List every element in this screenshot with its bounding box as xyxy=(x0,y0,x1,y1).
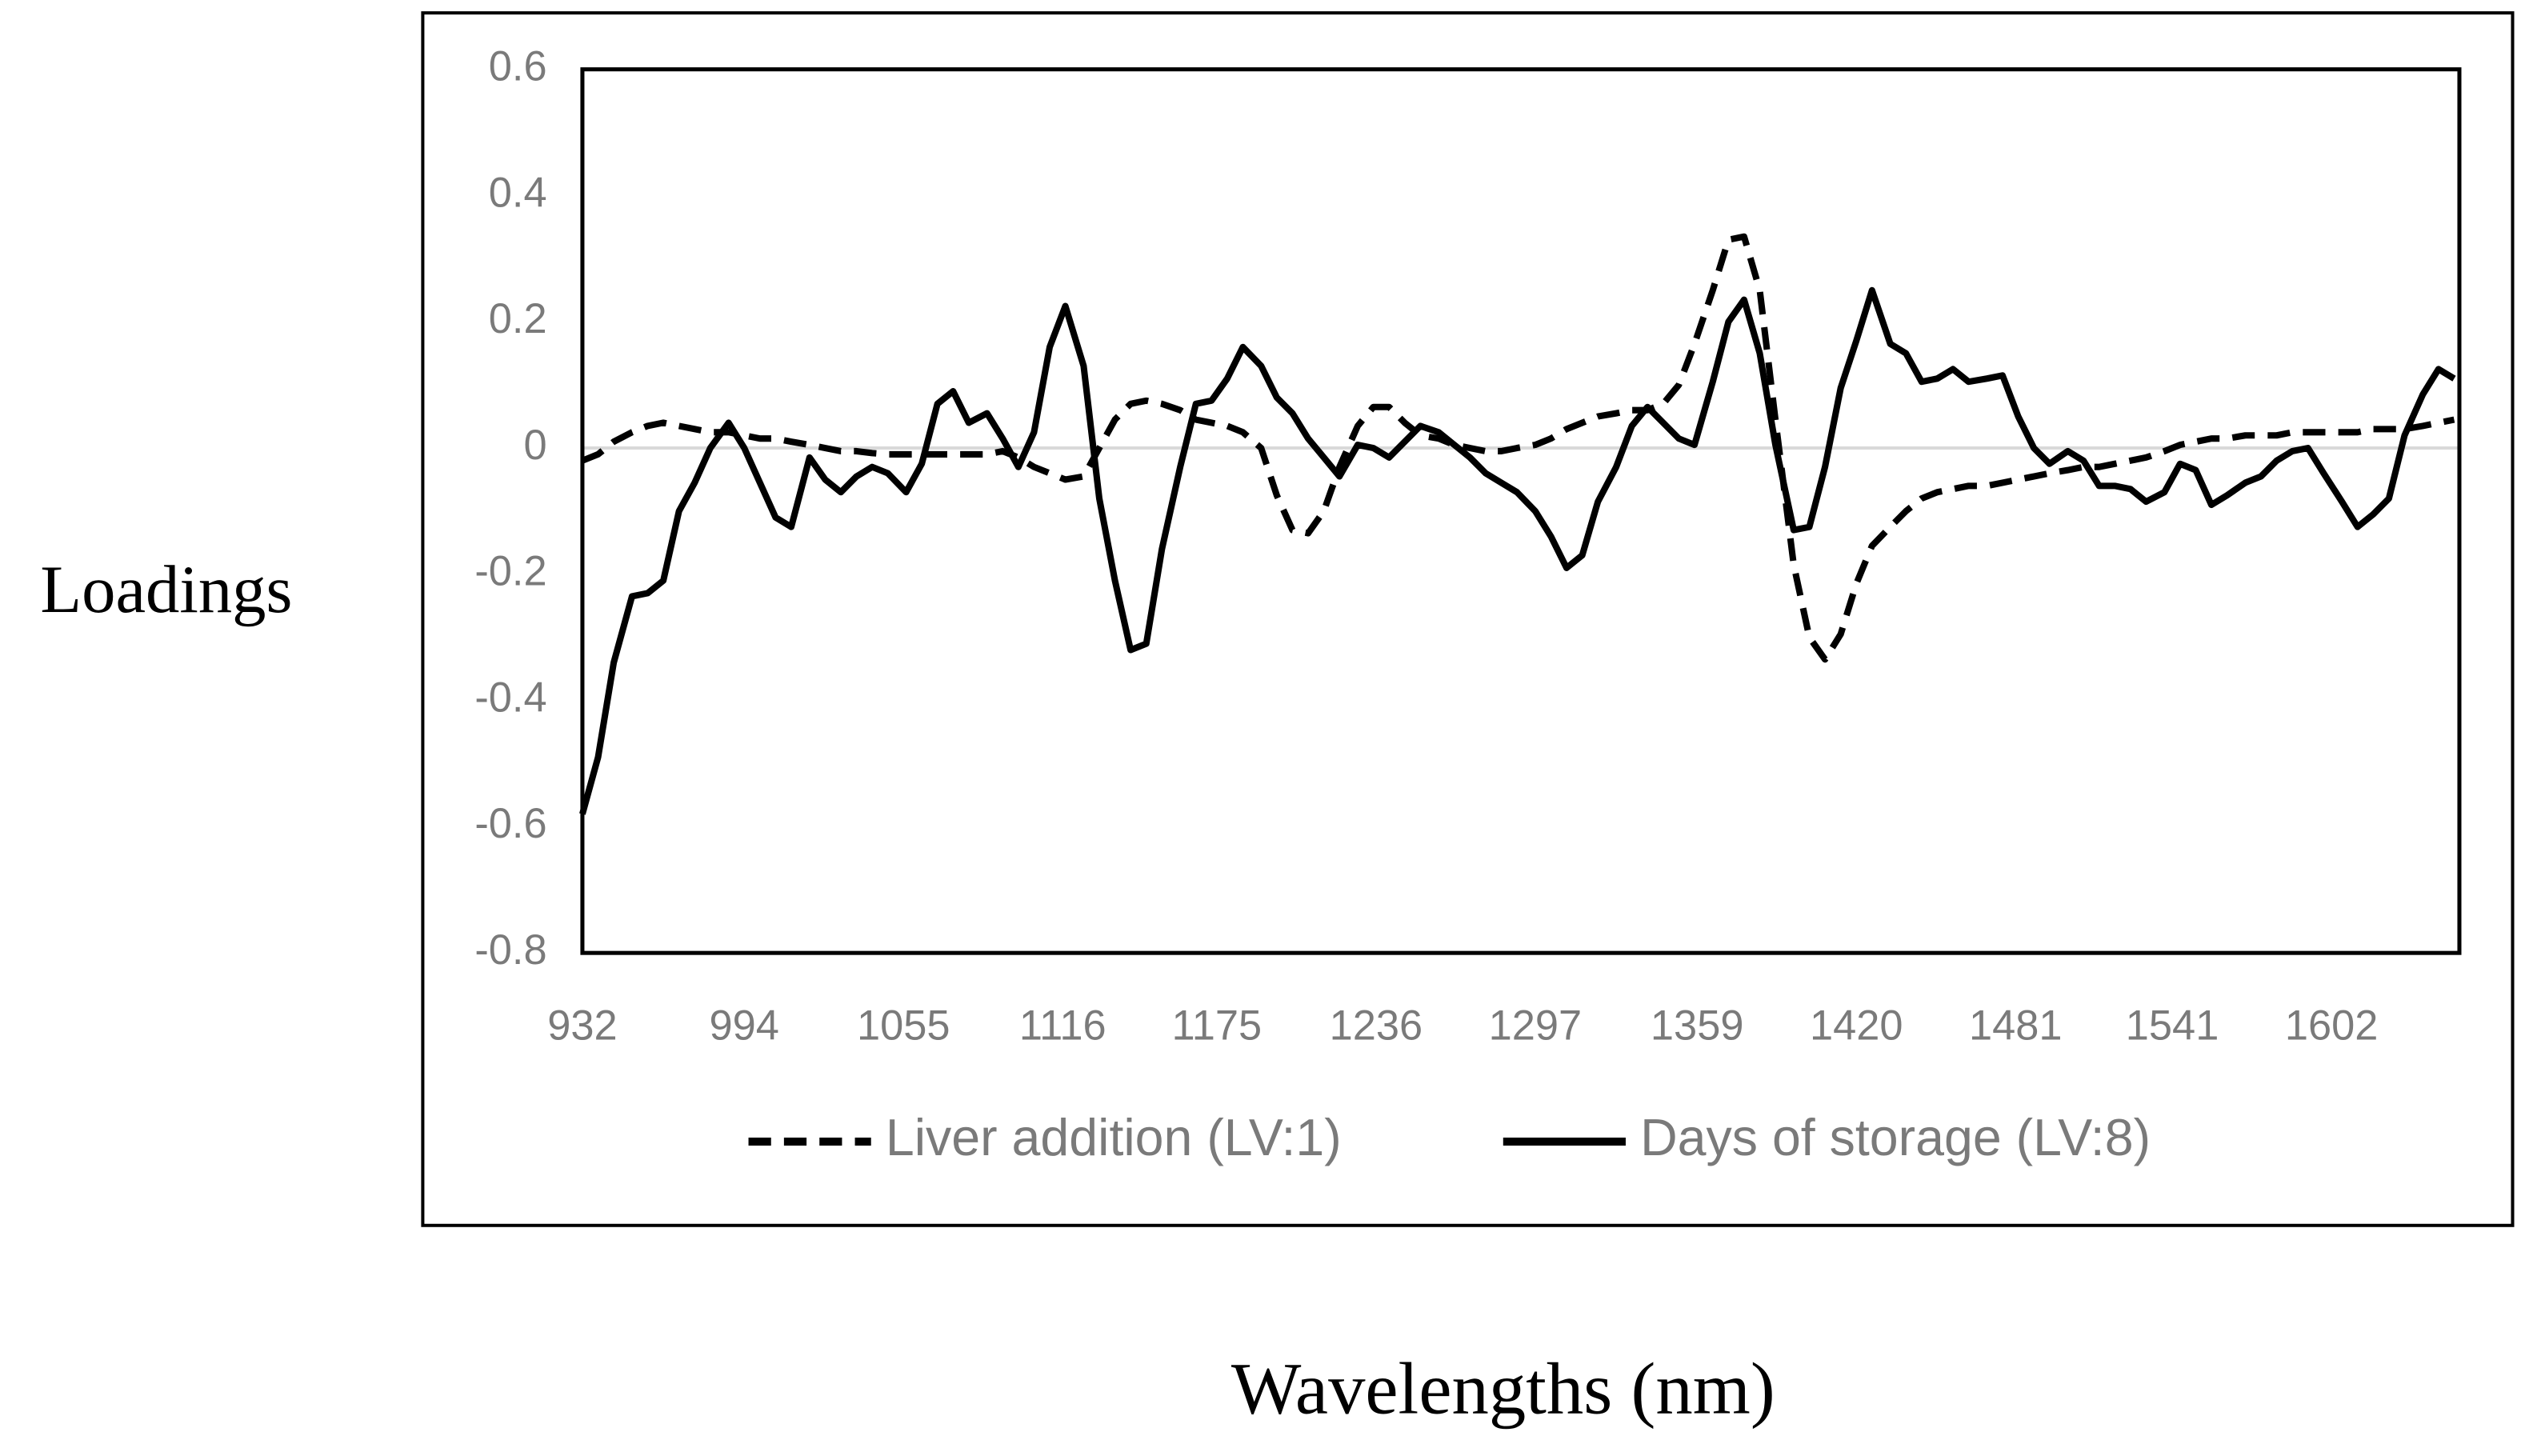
y-tick-label: 0.6 xyxy=(489,44,547,90)
x-tick-label: 932 xyxy=(547,1003,617,1050)
y-axis-label: Loadings xyxy=(40,553,292,627)
y-tick-label: -0.2 xyxy=(474,549,546,595)
legend-label: Days of storage (LV:8) xyxy=(1640,1109,2151,1166)
x-tick-label: 1359 xyxy=(1651,1003,1744,1050)
plot-border xyxy=(580,67,2462,955)
line-series xyxy=(579,286,2456,815)
y-tick-label: -0.6 xyxy=(474,801,546,847)
x-tick-label: 994 xyxy=(710,1003,779,1050)
y-tick-label: -0.4 xyxy=(474,674,546,721)
x-tick-label: 1055 xyxy=(857,1003,950,1050)
x-axis-label: Wavelengths (nm) xyxy=(1231,1348,1775,1430)
x-tick-label: 1420 xyxy=(1810,1003,1903,1050)
y-tick-label: 0.4 xyxy=(489,170,547,216)
x-tick-label: 1602 xyxy=(2285,1003,2379,1050)
x-tick-label: 1541 xyxy=(2126,1003,2219,1050)
y-tick-label: 0 xyxy=(523,422,546,469)
x-tick-label: 1175 xyxy=(1171,1003,1262,1050)
line-series xyxy=(581,233,2455,663)
x-tick-label: 1116 xyxy=(1019,1003,1106,1050)
x-tick-label: 1297 xyxy=(1489,1003,1583,1050)
y-tick-label: 0.2 xyxy=(489,296,547,342)
chart-frame xyxy=(421,11,2515,1227)
y-tick-label: -0.8 xyxy=(474,927,546,974)
x-tick-label: 1481 xyxy=(1969,1003,2063,1050)
legend-label: Liver addition (LV:1) xyxy=(886,1109,1342,1166)
x-tick-label: 1236 xyxy=(1330,1003,1423,1050)
